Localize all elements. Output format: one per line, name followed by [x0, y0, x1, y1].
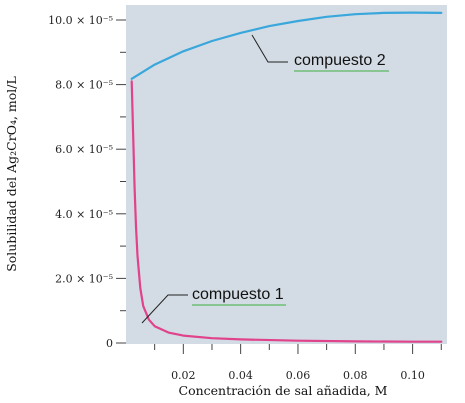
x-tick-label: 0.02 [171, 369, 196, 382]
y-tick-label: 0 [106, 337, 113, 350]
annotation-compuesto-2: compuesto 2 [294, 52, 386, 69]
x-tick-label: 0.04 [228, 369, 253, 382]
x-tick-label: 0.10 [400, 369, 425, 382]
x-axis-title: Concentración de sal añadida, M [179, 383, 388, 398]
series-line-compuesto-2 [130, 11, 443, 80]
y-tick-label: 10.0 × 10⁻⁵ [48, 14, 113, 27]
leader-line-compuesto-1 [141, 294, 188, 324]
x-tick-label: 0.06 [286, 369, 311, 382]
x-tick-label: 0.08 [343, 369, 368, 382]
series-line-compuesto-1 [130, 80, 443, 343]
y-tick-label: 4.0 × 10⁻⁵ [55, 208, 113, 221]
y-tick-label: 8.0 × 10⁻⁵ [55, 79, 113, 92]
y-tick-label: 6.0 × 10⁻⁵ [55, 143, 113, 156]
y-tick-label: 2.0 × 10⁻⁵ [55, 272, 113, 285]
annotation-compuesto-1: compuesto 1 [192, 286, 284, 303]
leader-line-compuesto-2 [251, 34, 288, 63]
y-axis-title: Solubilidad del Ag₂CrO₄, mol/L [4, 76, 19, 272]
